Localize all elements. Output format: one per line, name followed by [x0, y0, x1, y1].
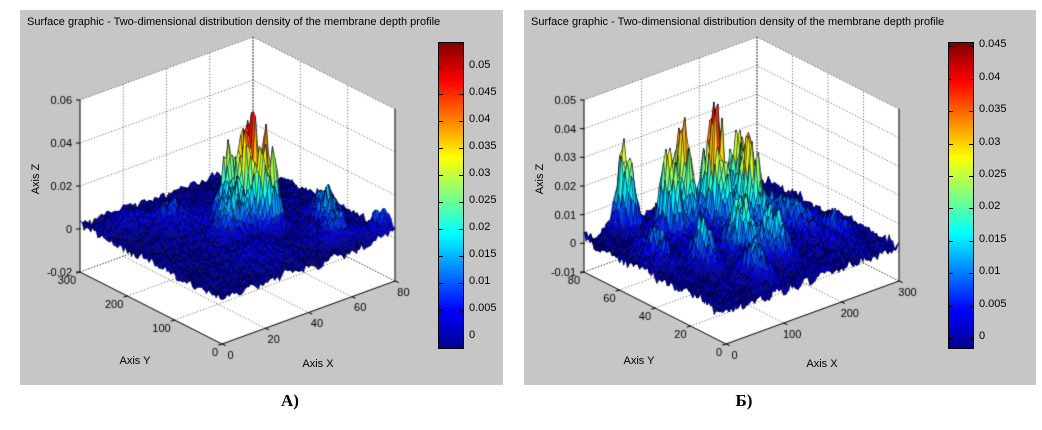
colorbar-tick-mark: [439, 148, 443, 150]
surface-plot-canvas-b: [524, 10, 1007, 385]
colorbar-tick-mark: [949, 208, 953, 210]
x-axis-label: Axis X: [302, 358, 334, 370]
colorbar-tick-mark: [969, 111, 973, 113]
z-axis-label: Axis Z: [30, 163, 42, 195]
colorbar-tick-label: 0.035: [469, 140, 497, 153]
colorbar-tick-label: 0.04: [469, 113, 491, 126]
z-axis-label: Axis Z: [534, 163, 546, 195]
colorbar-tick-label: 0.03: [469, 167, 491, 180]
colorbar-tick-label: 0.005: [979, 297, 1007, 310]
colorbar-tick-mark: [459, 175, 463, 177]
colorbar: 0 0.005 0.01 0.015 0.02 0.025 0.03 0.035 0.04 0.0…: [948, 38, 1036, 349]
colorbar-tick-mark: [969, 273, 973, 275]
colorbar-tick-label: 0.005: [469, 302, 497, 315]
colorbar-tick-mark: [459, 202, 463, 204]
figure-panel-b: Surface graphic - Two-dimensional distri…: [524, 10, 1036, 385]
y-axis-label: Axis Y: [119, 355, 151, 367]
colorbar-tick-mark: [459, 121, 463, 123]
colorbar-tick-label: 0.015: [979, 232, 1007, 245]
colorbar-tick-mark: [969, 305, 973, 307]
colorbar-tick-mark: [459, 148, 463, 150]
colorbar-tick-mark: [949, 338, 953, 340]
colorbar-tick-mark: [439, 175, 443, 177]
colorbar-tick-mark: [949, 143, 953, 145]
colorbar-tick-mark: [969, 143, 973, 145]
figure-panel-a: Surface graphic - Two-dimensional distri…: [20, 10, 503, 385]
colorbar-tick-mark: [459, 256, 463, 258]
colorbar-tick-mark: [459, 67, 463, 69]
figure-caption-a: А): [281, 391, 299, 410]
colorbar-tick-mark: [949, 176, 953, 178]
colorbar: 0 0.005 0.01 0.015 0.02 0.025 0.03 0.035 0.04 0.0…: [438, 42, 526, 349]
colorbar-tick-mark: [949, 46, 953, 48]
surface-plot-canvas-a: [20, 10, 503, 385]
colorbar-tick-label: 0.045: [979, 38, 1007, 51]
colorbar-tick-mark: [969, 78, 973, 80]
colorbar-tick-mark: [459, 337, 463, 339]
colorbar-tick-mark: [949, 78, 953, 80]
colorbar-gradient: [438, 42, 464, 349]
colorbar-tick-mark: [439, 256, 443, 258]
colorbar-tick-label: 0: [469, 329, 476, 342]
colorbar-tick-mark: [969, 176, 973, 178]
colorbar-tick-label: 0.04: [979, 70, 1001, 83]
colorbar-tick-mark: [459, 310, 463, 312]
colorbar-tick-mark: [439, 94, 443, 96]
colorbar-tick-label: 0.03: [979, 135, 1001, 148]
colorbar-tick-mark: [949, 240, 953, 242]
colorbar-tick-label: 0.05: [469, 59, 491, 72]
colorbar-tick-label: 0: [979, 330, 986, 343]
colorbar-tick-label: 0.035: [979, 103, 1007, 116]
colorbar-tick-label: 0.02: [979, 200, 1001, 213]
colorbar-tick-mark: [439, 67, 443, 69]
colorbar-tick-label: 0.015: [469, 248, 497, 261]
y-axis-label: Axis Y: [623, 355, 655, 367]
colorbar-tick-mark: [949, 305, 953, 307]
colorbar-tick-mark: [969, 46, 973, 48]
colorbar-tick-mark: [439, 121, 443, 123]
colorbar-tick-mark: [969, 338, 973, 340]
colorbar-tick-label: 0.01: [979, 265, 1001, 278]
colorbar-tick-mark: [439, 310, 443, 312]
colorbar-tick-label: 0.025: [469, 194, 497, 207]
colorbar-tick-mark: [459, 283, 463, 285]
colorbar-gradient: [948, 42, 974, 349]
colorbar-tick-mark: [949, 111, 953, 113]
colorbar-tick-label: 0.045: [469, 86, 497, 99]
colorbar-tick-mark: [439, 202, 443, 204]
colorbar-tick-mark: [439, 337, 443, 339]
plot-title: Surface graphic - Two-dimensional distri…: [27, 16, 441, 28]
colorbar-tick-mark: [969, 208, 973, 210]
colorbar-tick-label: 0.01: [469, 275, 491, 288]
colorbar-tick-mark: [439, 283, 443, 285]
colorbar-tick-mark: [969, 240, 973, 242]
colorbar-tick-label: 0.02: [469, 221, 491, 234]
colorbar-tick-mark: [459, 229, 463, 231]
figure-caption-b: Б): [735, 391, 753, 410]
colorbar-tick-mark: [439, 229, 443, 231]
colorbar-tick-label: 0.025: [979, 168, 1007, 181]
colorbar-tick-mark: [459, 94, 463, 96]
x-axis-label: Axis X: [806, 358, 838, 370]
colorbar-tick-mark: [949, 273, 953, 275]
plot-title: Surface graphic - Two-dimensional distri…: [531, 16, 945, 28]
